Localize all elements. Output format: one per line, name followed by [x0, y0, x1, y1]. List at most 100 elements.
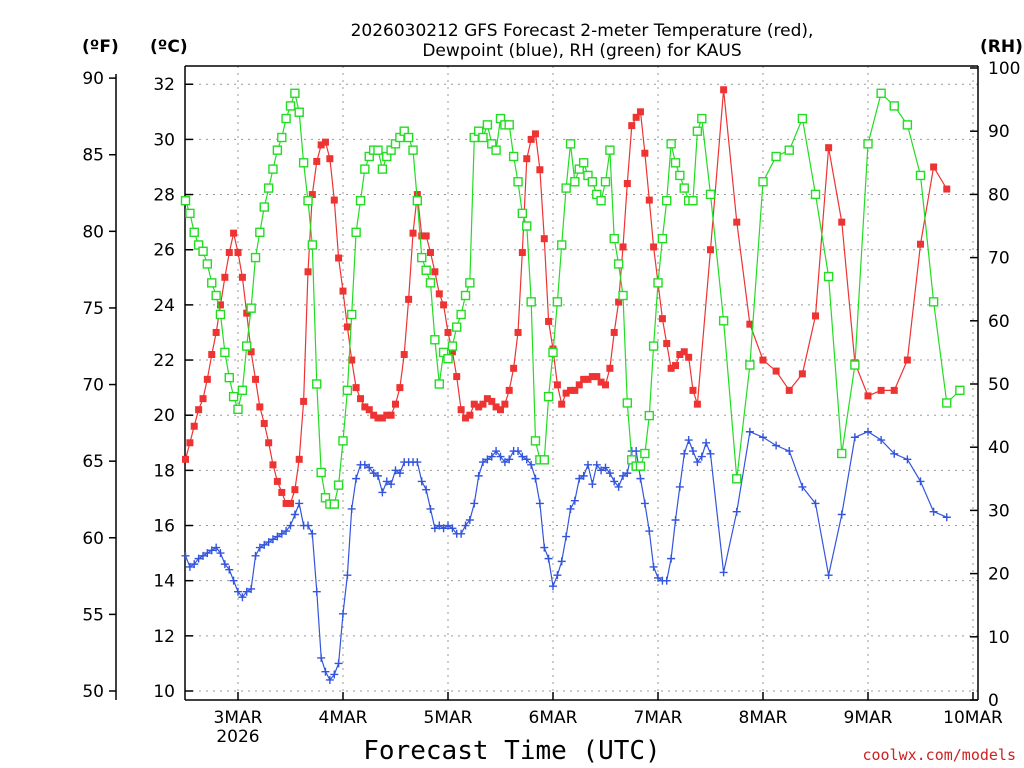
data-point [453, 373, 461, 381]
rh-tick-label: 0 [988, 691, 999, 711]
data-point [530, 436, 541, 446]
data-point [330, 670, 339, 679]
celsius-tick-label: 14 [153, 572, 175, 592]
data-point [605, 469, 614, 478]
data-point [447, 341, 458, 351]
data-point [680, 449, 689, 458]
data-point [251, 551, 260, 560]
data-point [640, 448, 650, 459]
data-point [942, 513, 951, 522]
data-point [434, 379, 444, 389]
data-point [609, 233, 619, 244]
fahrenheit-tick-label: 85 [82, 146, 104, 166]
data-point [470, 400, 478, 408]
data-point [234, 587, 242, 596]
celsius-tick-label: 26 [153, 241, 175, 261]
data-point [273, 477, 281, 485]
data-point [439, 524, 448, 533]
data-point [243, 309, 251, 317]
data-point [679, 183, 689, 193]
data-point [675, 170, 685, 181]
data-point [421, 265, 431, 275]
data-point [339, 287, 347, 295]
data-point [640, 499, 649, 508]
data-point [317, 141, 325, 149]
data-point [220, 560, 229, 569]
data-point [706, 449, 715, 458]
data-point [540, 235, 548, 243]
data-point [553, 571, 562, 580]
celsius-tick-label: 30 [153, 130, 175, 150]
data-point [208, 351, 216, 359]
data-point [644, 410, 654, 421]
data-point [212, 543, 221, 552]
data-point [903, 356, 911, 364]
x-tick-label: 8MAR [739, 708, 788, 728]
data-point [785, 386, 793, 394]
data-point [395, 469, 404, 478]
data-point [287, 499, 294, 507]
celsius-tick-label: 10 [153, 682, 175, 702]
data-point [221, 273, 229, 281]
data-point [684, 436, 693, 445]
rh-tick-label: 70 [988, 249, 1010, 269]
x-tick-label: 4MAR [319, 708, 368, 728]
data-point [373, 471, 382, 480]
data-point [182, 455, 189, 463]
data-point [746, 320, 754, 328]
data-point [369, 469, 378, 478]
data-point [312, 379, 322, 389]
data-point [823, 271, 834, 282]
celsius-tick-label: 28 [153, 186, 175, 206]
data-point [636, 108, 644, 116]
fahrenheit-tick-label: 90 [82, 69, 104, 89]
data-point [705, 189, 716, 200]
data-point [619, 243, 627, 251]
data-point [238, 593, 247, 602]
data-point [758, 177, 768, 187]
data-point [570, 496, 579, 505]
data-point [181, 551, 190, 560]
data-point [269, 461, 277, 469]
data-point [435, 521, 444, 530]
data-point [615, 298, 623, 306]
data-point [772, 367, 780, 375]
data-point [850, 433, 859, 442]
data-point [697, 452, 706, 461]
series-layer [180, 86, 965, 684]
data-point [250, 252, 261, 263]
data-point [198, 246, 208, 256]
x-tick-year-label: 2026 [216, 727, 259, 747]
data-point [215, 309, 226, 320]
data-point [233, 404, 243, 414]
data-point [942, 398, 952, 408]
data-point [383, 411, 391, 419]
data-point [387, 480, 396, 489]
data-point [623, 469, 632, 478]
data-point [273, 532, 282, 541]
data-point [771, 151, 781, 162]
data-point [352, 384, 360, 392]
data-point [653, 278, 663, 288]
data-point [440, 301, 448, 309]
data-point [300, 397, 308, 405]
data-point [456, 309, 466, 320]
data-point [889, 101, 899, 111]
data-point [583, 460, 592, 469]
data-point [317, 653, 326, 662]
data-point [527, 135, 535, 143]
data-point [272, 145, 283, 155]
data-point [216, 549, 225, 558]
data-point [207, 546, 216, 555]
data-point [212, 328, 220, 336]
data-point [707, 246, 714, 254]
data-point [877, 386, 885, 394]
data-point [329, 499, 339, 509]
data-point [298, 158, 309, 168]
data-point [685, 353, 693, 361]
data-point [588, 373, 596, 381]
data-point [466, 411, 474, 419]
data-point [531, 474, 540, 483]
data-point [361, 403, 369, 411]
data-point [902, 120, 913, 130]
